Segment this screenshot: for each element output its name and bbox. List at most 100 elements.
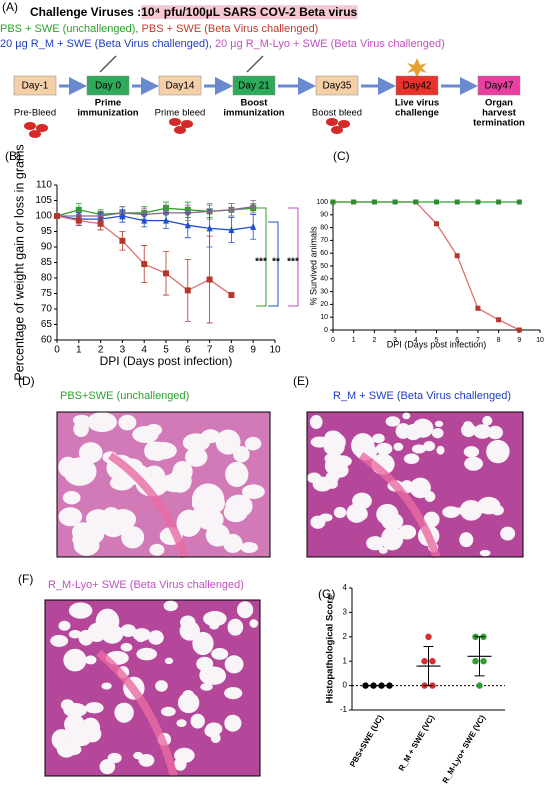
point — [228, 206, 235, 213]
alveolus — [176, 719, 187, 727]
alveolus — [402, 412, 411, 420]
alveolus — [223, 502, 248, 523]
legend-segment: PBS + SWE (unchallenged), — [0, 23, 142, 35]
panel-title: PBS+SWE (unchallenged) — [60, 390, 189, 402]
timeline-label: termination — [473, 118, 525, 129]
alveolus — [431, 428, 444, 439]
timeline-label: Boost — [241, 98, 269, 109]
point — [496, 199, 502, 205]
alveolus — [58, 507, 83, 527]
panel-title: R_M-Lyo+ SWE (Beta Virus challenged) — [48, 579, 244, 591]
y-tick-label: 60 — [41, 335, 53, 346]
timeline-day: Day14 — [166, 81, 195, 92]
alveolus — [224, 714, 242, 732]
alveolus — [375, 442, 393, 456]
alveolus — [204, 724, 221, 738]
alveolus — [393, 442, 404, 451]
image-border — [44, 599, 261, 777]
alveolus — [84, 655, 97, 665]
y-tick-label: 0 — [343, 681, 348, 690]
alveolus — [436, 445, 445, 455]
series-line — [57, 206, 254, 217]
point — [228, 225, 235, 233]
x-tick-label: 6 — [455, 337, 459, 344]
series-line — [56, 215, 254, 231]
alveolus — [132, 425, 159, 443]
y-tick-label: 85 — [41, 257, 53, 268]
vessel — [107, 452, 189, 559]
alveolus — [99, 759, 116, 775]
point — [472, 658, 479, 665]
point — [163, 270, 169, 277]
x-tick-label: 1 — [352, 337, 356, 344]
alveolus — [459, 499, 483, 521]
x-axis-label: DPI (Days post infection) — [387, 339, 487, 349]
alveolus — [381, 526, 404, 551]
y-axis-label: % Survived animals — [308, 226, 318, 306]
y-tick-label: 3 — [343, 608, 348, 617]
alveolus — [403, 453, 420, 465]
y-tick-label: 75 — [41, 288, 53, 299]
x-tick-label: 7 — [476, 337, 480, 344]
alveolus — [196, 508, 224, 531]
alveolus — [236, 601, 254, 619]
point — [476, 682, 483, 689]
x-axis-label: DPI (Days post infection) — [100, 354, 233, 368]
syringe-icon — [246, 55, 264, 73]
point — [250, 203, 257, 210]
syringe-icon — [99, 55, 117, 73]
x-tick-label: R_M + SWE (VC) — [397, 713, 436, 772]
alveolus — [249, 619, 259, 628]
alveolus — [176, 509, 202, 537]
alveolus — [63, 648, 87, 672]
point — [351, 199, 357, 205]
alveolus — [190, 713, 205, 729]
alveolus — [404, 423, 422, 441]
point — [434, 199, 439, 205]
point — [516, 327, 522, 333]
panel-label: (G) — [318, 587, 335, 601]
point — [250, 222, 257, 230]
error-bar — [423, 646, 434, 687]
alveolus — [182, 433, 210, 452]
x-tick-label: 9 — [250, 345, 256, 356]
timeline-box — [86, 75, 130, 96]
y-tick-label: 30 — [320, 288, 328, 295]
y-tick-label: 1 — [343, 656, 348, 665]
legend-line: 20 µg R_M + SWE (Beta Virus challenged),… — [0, 38, 445, 50]
y-tick-label: 95 — [41, 226, 53, 237]
alveolus — [464, 456, 483, 471]
x-tick-label: 0 — [54, 345, 60, 356]
y-tick-label: 40 — [320, 276, 328, 283]
alveolus — [372, 433, 385, 444]
image-border — [306, 411, 524, 558]
y-tick-label: 10 — [320, 314, 328, 321]
alveolus — [63, 703, 88, 718]
alveolus — [120, 642, 133, 652]
alveolus — [134, 628, 147, 643]
alveolus — [461, 422, 476, 438]
alveolus — [477, 496, 501, 515]
alveolus — [121, 526, 145, 549]
point — [228, 292, 235, 299]
alveolus — [309, 415, 323, 430]
timeline-label: harvest — [482, 108, 517, 119]
alveolus — [155, 680, 168, 692]
alveolus — [95, 624, 110, 638]
y-tick-label: 100 — [35, 211, 52, 222]
y-axis-label: Histopathological Score — [325, 595, 336, 704]
y-tick-label: 20 — [320, 301, 328, 308]
error-bar — [474, 636, 485, 677]
point — [330, 199, 336, 205]
x-tick-label: 3 — [393, 337, 397, 344]
alveolus — [62, 491, 81, 505]
alveolus — [68, 602, 93, 619]
timeline-day: Day-1 — [22, 81, 49, 92]
y-tick-label: 100 — [316, 199, 328, 206]
significance-label: *** — [255, 257, 267, 268]
timeline-label: immunization — [77, 108, 138, 119]
y-tick-label: 80 — [41, 273, 53, 284]
y-tick-label: 4 — [343, 583, 348, 592]
y-tick-label: 90 — [320, 212, 328, 219]
